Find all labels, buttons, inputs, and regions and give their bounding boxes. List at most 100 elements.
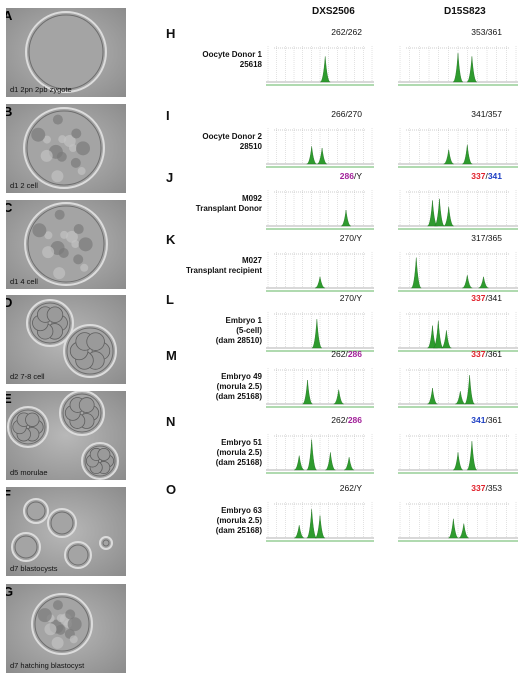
electropherogram-dxs2506 [266, 502, 374, 542]
panel-letter: A [6, 8, 13, 23]
sample-row-m: M Embryo 49 (morula 2.5) (dam 25168) 262/286… [160, 348, 522, 428]
allele-peak [466, 441, 478, 471]
electropherogram-d15s823 [398, 128, 518, 168]
allele-peak [314, 276, 326, 289]
allele-peak [443, 206, 454, 227]
sample-row-i: I Oocyte Donor 2 28510 266/270 341/357 [160, 108, 522, 188]
sample-label: M027 Transplant recipient [180, 256, 262, 276]
panel-letter: C [6, 200, 13, 215]
panel-letter: E [6, 391, 12, 406]
genotype-allele: /341 [485, 293, 502, 303]
sample-row-k: K M027 Transplant recipient 270/Y 317/365 [160, 232, 522, 312]
trace-d15s823 [396, 426, 520, 490]
electropherogram-d15s823 [398, 368, 518, 408]
trace-dxs2506 [264, 182, 376, 246]
trace-dxs2506 [264, 304, 376, 368]
allele-peak [441, 330, 452, 349]
electropherogram-dxs2506 [266, 190, 374, 230]
genotype-allele: 337 [471, 349, 486, 359]
genotype-allele: 266/270 [331, 109, 362, 119]
sample-row-o: O Embryo 63 (morula 2.5) (dam 25168) 262/Y 33… [160, 482, 522, 562]
marker-header-d15s823: D15S823 [444, 6, 486, 17]
sample-label-line: Embryo 49 [221, 372, 262, 381]
allele-peak [443, 149, 454, 165]
genotype-d15s823: 353/361 [448, 27, 502, 37]
sample-label: Oocyte Donor 2 28510 [180, 132, 262, 152]
sample-row-j: J M092 Transplant Donor 286/Y 337/341 [160, 170, 522, 250]
genotype-allele: 270/Y [339, 293, 362, 303]
allele-peak [317, 147, 328, 165]
microscopy-image [6, 8, 126, 97]
sample-label-line: Embryo 1 [225, 316, 262, 325]
sample-label-line: Oocyte Donor 1 [202, 50, 262, 59]
sample-row-l: L Embryo 1 (5-cell) (dam 28510) 270/Y 337/341 [160, 292, 522, 372]
genotype-allele: 341/357 [471, 109, 502, 119]
trace-d15s823 [396, 244, 520, 308]
genotype-dxs2506: 262/Y [308, 483, 362, 493]
image-caption: d2 7-8 cell [10, 372, 45, 381]
trace-dxs2506 [264, 426, 376, 490]
genotype-allele: 337 [471, 171, 486, 181]
row-letter: I [166, 108, 170, 123]
allele-peak [333, 389, 344, 405]
allele-peak [302, 379, 313, 405]
electropherogram-dxs2506 [266, 368, 374, 408]
image-caption: d7 blastocysts [10, 564, 58, 573]
allele-peak [427, 387, 438, 405]
genotype-allele: /361 [485, 349, 502, 359]
genotype-allele: 262/ [331, 349, 348, 359]
panel-letter: F [6, 487, 11, 502]
allele-peak [344, 457, 355, 471]
genotype-dxs2506: 270/Y [308, 233, 362, 243]
sample-label: Embryo 1 (5-cell) (dam 28510) [180, 316, 262, 346]
sample-label-line: M027 [241, 256, 262, 265]
trace-d15s823 [396, 494, 520, 558]
genotype-allele: 286 [339, 171, 354, 181]
sample-label-line: (dam 25168) [215, 392, 262, 401]
allele-peak [306, 509, 317, 539]
trace-dxs2506 [264, 494, 376, 558]
row-letter: O [166, 482, 177, 497]
row-letter: K [166, 232, 176, 247]
allele-peak [458, 523, 469, 539]
genotype-allele: 341 [487, 171, 502, 181]
genotype-d15s823: 317/365 [448, 233, 502, 243]
electropherogram-dxs2506 [266, 312, 374, 352]
allele-peak [433, 320, 444, 349]
electropherogram-dxs2506 [266, 46, 374, 86]
trace-dxs2506 [264, 360, 376, 424]
genotype-allele: 262/ [331, 415, 348, 425]
genotype-d15s823: 341/361 [448, 415, 502, 425]
genotype-dxs2506: 262/286 [308, 415, 362, 425]
electropherogram-d15s823 [398, 502, 518, 542]
row-letter: L [166, 292, 174, 307]
allele-peak [466, 56, 478, 83]
allele-peak [314, 515, 326, 539]
genotype-allele: 262/262 [331, 27, 362, 37]
row-letter: M [166, 348, 177, 363]
sample-label-line: Embryo 63 [221, 506, 262, 515]
microscopy-image [6, 200, 126, 289]
allele-peak [455, 391, 466, 405]
sample-label-line: (morula 2.5) [216, 382, 262, 391]
allele-peak [452, 452, 464, 471]
allele-peak [462, 144, 473, 165]
trace-dxs2506 [264, 244, 376, 308]
genotype-d15s823: 337/361 [448, 349, 502, 359]
trace-dxs2506 [264, 38, 376, 102]
panel-letter: G [6, 584, 14, 599]
sample-label-line: Oocyte Donor 2 [202, 132, 262, 141]
electropherogram-d15s823 [398, 46, 518, 86]
image-caption: d1 2 cell [10, 181, 38, 190]
allele-peak [306, 439, 317, 471]
sample-row-h: H Oocyte Donor 1 25618 262/262 353/361 [160, 26, 522, 106]
sample-label-line: 25618 [239, 60, 262, 69]
genotype-allele: 317/365 [471, 233, 502, 243]
genotype-dxs2506: 286/Y [308, 171, 362, 181]
image-caption: d1 4 cell [10, 277, 38, 286]
genotype-dxs2506: 270/Y [308, 293, 362, 303]
